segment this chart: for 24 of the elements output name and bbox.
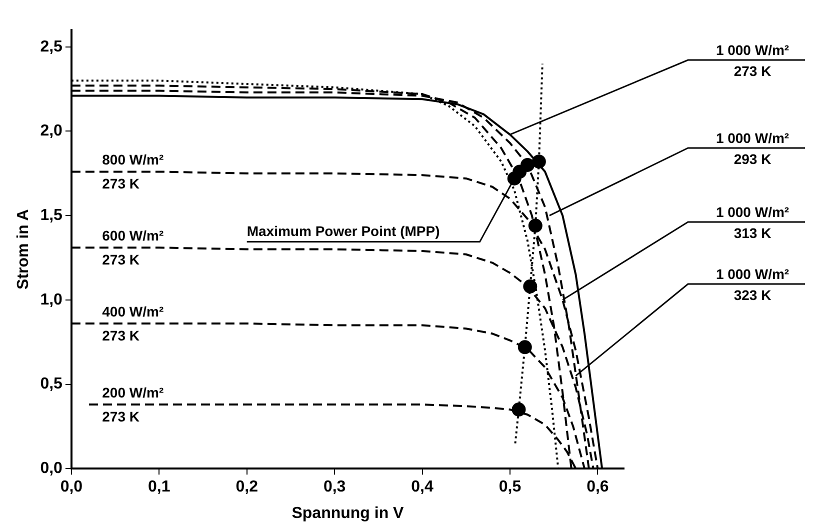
annotation: 1 000 W/m² 273 K — [716, 42, 790, 79]
annotation: 800 W/m² 273 K — [102, 152, 164, 192]
x-tick-label: 0,3 — [323, 478, 346, 496]
y-tick-label: 1,0 — [40, 291, 63, 308]
x-tick-label: 0,1 — [148, 478, 170, 496]
annotation: 1 000 W/m² 293 K — [716, 130, 790, 167]
annotation: 200 W/m² 273 K — [102, 384, 164, 424]
y-tick-label: 0,5 — [40, 376, 63, 393]
annotation: 1 000 W/m² 323 K — [716, 266, 790, 303]
x-axis-title: Spannung in V — [292, 504, 404, 522]
x-tick-label: 0,2 — [236, 478, 258, 496]
x-tick-label: 0,4 — [411, 478, 434, 496]
x-tick-label: 0,0 — [60, 478, 83, 496]
annotation: Maximum Power Point (MPP) — [246, 222, 440, 239]
y-tick-label: 2,5 — [40, 38, 63, 56]
y-tick-label: 0,0 — [40, 460, 63, 478]
annotation: 600 W/m² 273 K — [102, 228, 164, 268]
annotation: 400 W/m² 273 K — [102, 304, 164, 344]
y-tick-label: 2,0 — [40, 122, 63, 140]
y-tick-label: 1,5 — [40, 206, 63, 224]
annotation: 1 000 W/m² 313 K — [716, 204, 790, 241]
x-tick-label: 0,5 — [498, 478, 522, 496]
y-axis-title: Strom in A — [15, 208, 32, 290]
x-tick-label: 0,6 — [586, 478, 609, 496]
